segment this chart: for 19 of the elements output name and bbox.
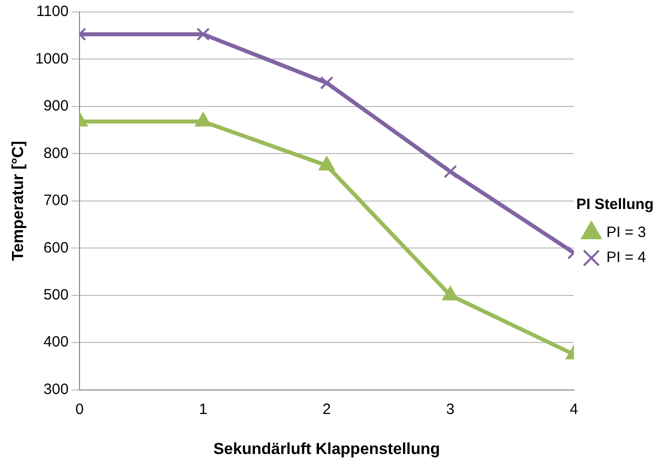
y-tick-label: 500 bbox=[44, 286, 69, 304]
y-tick-label: 1000 bbox=[35, 50, 69, 68]
y-tick-label: 1100 bbox=[36, 3, 69, 20]
y-tick-label: 700 bbox=[44, 192, 69, 210]
y-axis-title: Temperatur [°C] bbox=[10, 140, 28, 261]
x-axis-title: Sekundärluft Klappenstellung bbox=[213, 440, 440, 458]
y-tick-label: 900 bbox=[44, 98, 69, 115]
x-tick-label: 1 bbox=[198, 400, 208, 418]
x-tick-label: 0 bbox=[75, 400, 84, 418]
x-tick-label: 4 bbox=[570, 400, 578, 418]
legend-label: PI = 3 bbox=[606, 224, 646, 242]
legend-title: PI Stellung bbox=[576, 196, 654, 214]
y-tick-label: 300 bbox=[44, 380, 69, 398]
y-tick-label: 600 bbox=[44, 239, 69, 256]
legend-label: PI = 4 bbox=[606, 249, 646, 266]
x-tick-label: 2 bbox=[322, 400, 331, 418]
y-tick-label: 400 bbox=[44, 334, 69, 351]
y-tick-label: 800 bbox=[44, 144, 69, 162]
x-tick-label: 3 bbox=[446, 400, 454, 418]
